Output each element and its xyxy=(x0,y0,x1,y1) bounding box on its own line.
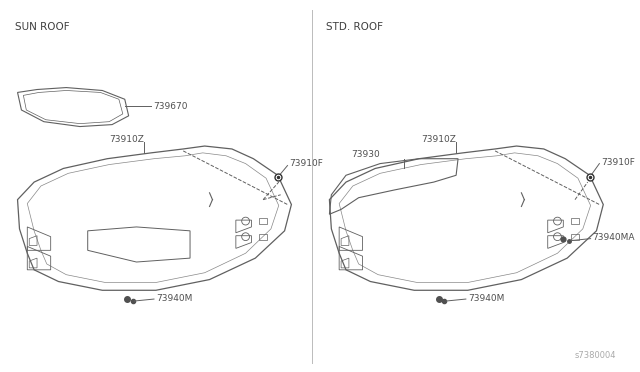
Text: STD. ROOF: STD. ROOF xyxy=(326,22,383,32)
Text: s7380004: s7380004 xyxy=(575,351,616,360)
Text: 73910Z: 73910Z xyxy=(109,135,144,144)
Bar xyxy=(571,234,579,240)
Text: SUN ROOF: SUN ROOF xyxy=(15,22,69,32)
Bar xyxy=(571,218,579,224)
Bar xyxy=(259,234,267,240)
Text: 73930: 73930 xyxy=(351,150,380,159)
Text: 73910F: 73910F xyxy=(602,158,635,167)
Text: 73910F: 73910F xyxy=(289,159,323,168)
Text: 73940M: 73940M xyxy=(468,294,504,302)
Text: 73910Z: 73910Z xyxy=(421,135,456,144)
Text: 739670: 739670 xyxy=(153,102,188,110)
Bar xyxy=(259,218,267,224)
Text: 73940MA: 73940MA xyxy=(593,233,635,242)
Text: 73940M: 73940M xyxy=(156,294,192,302)
